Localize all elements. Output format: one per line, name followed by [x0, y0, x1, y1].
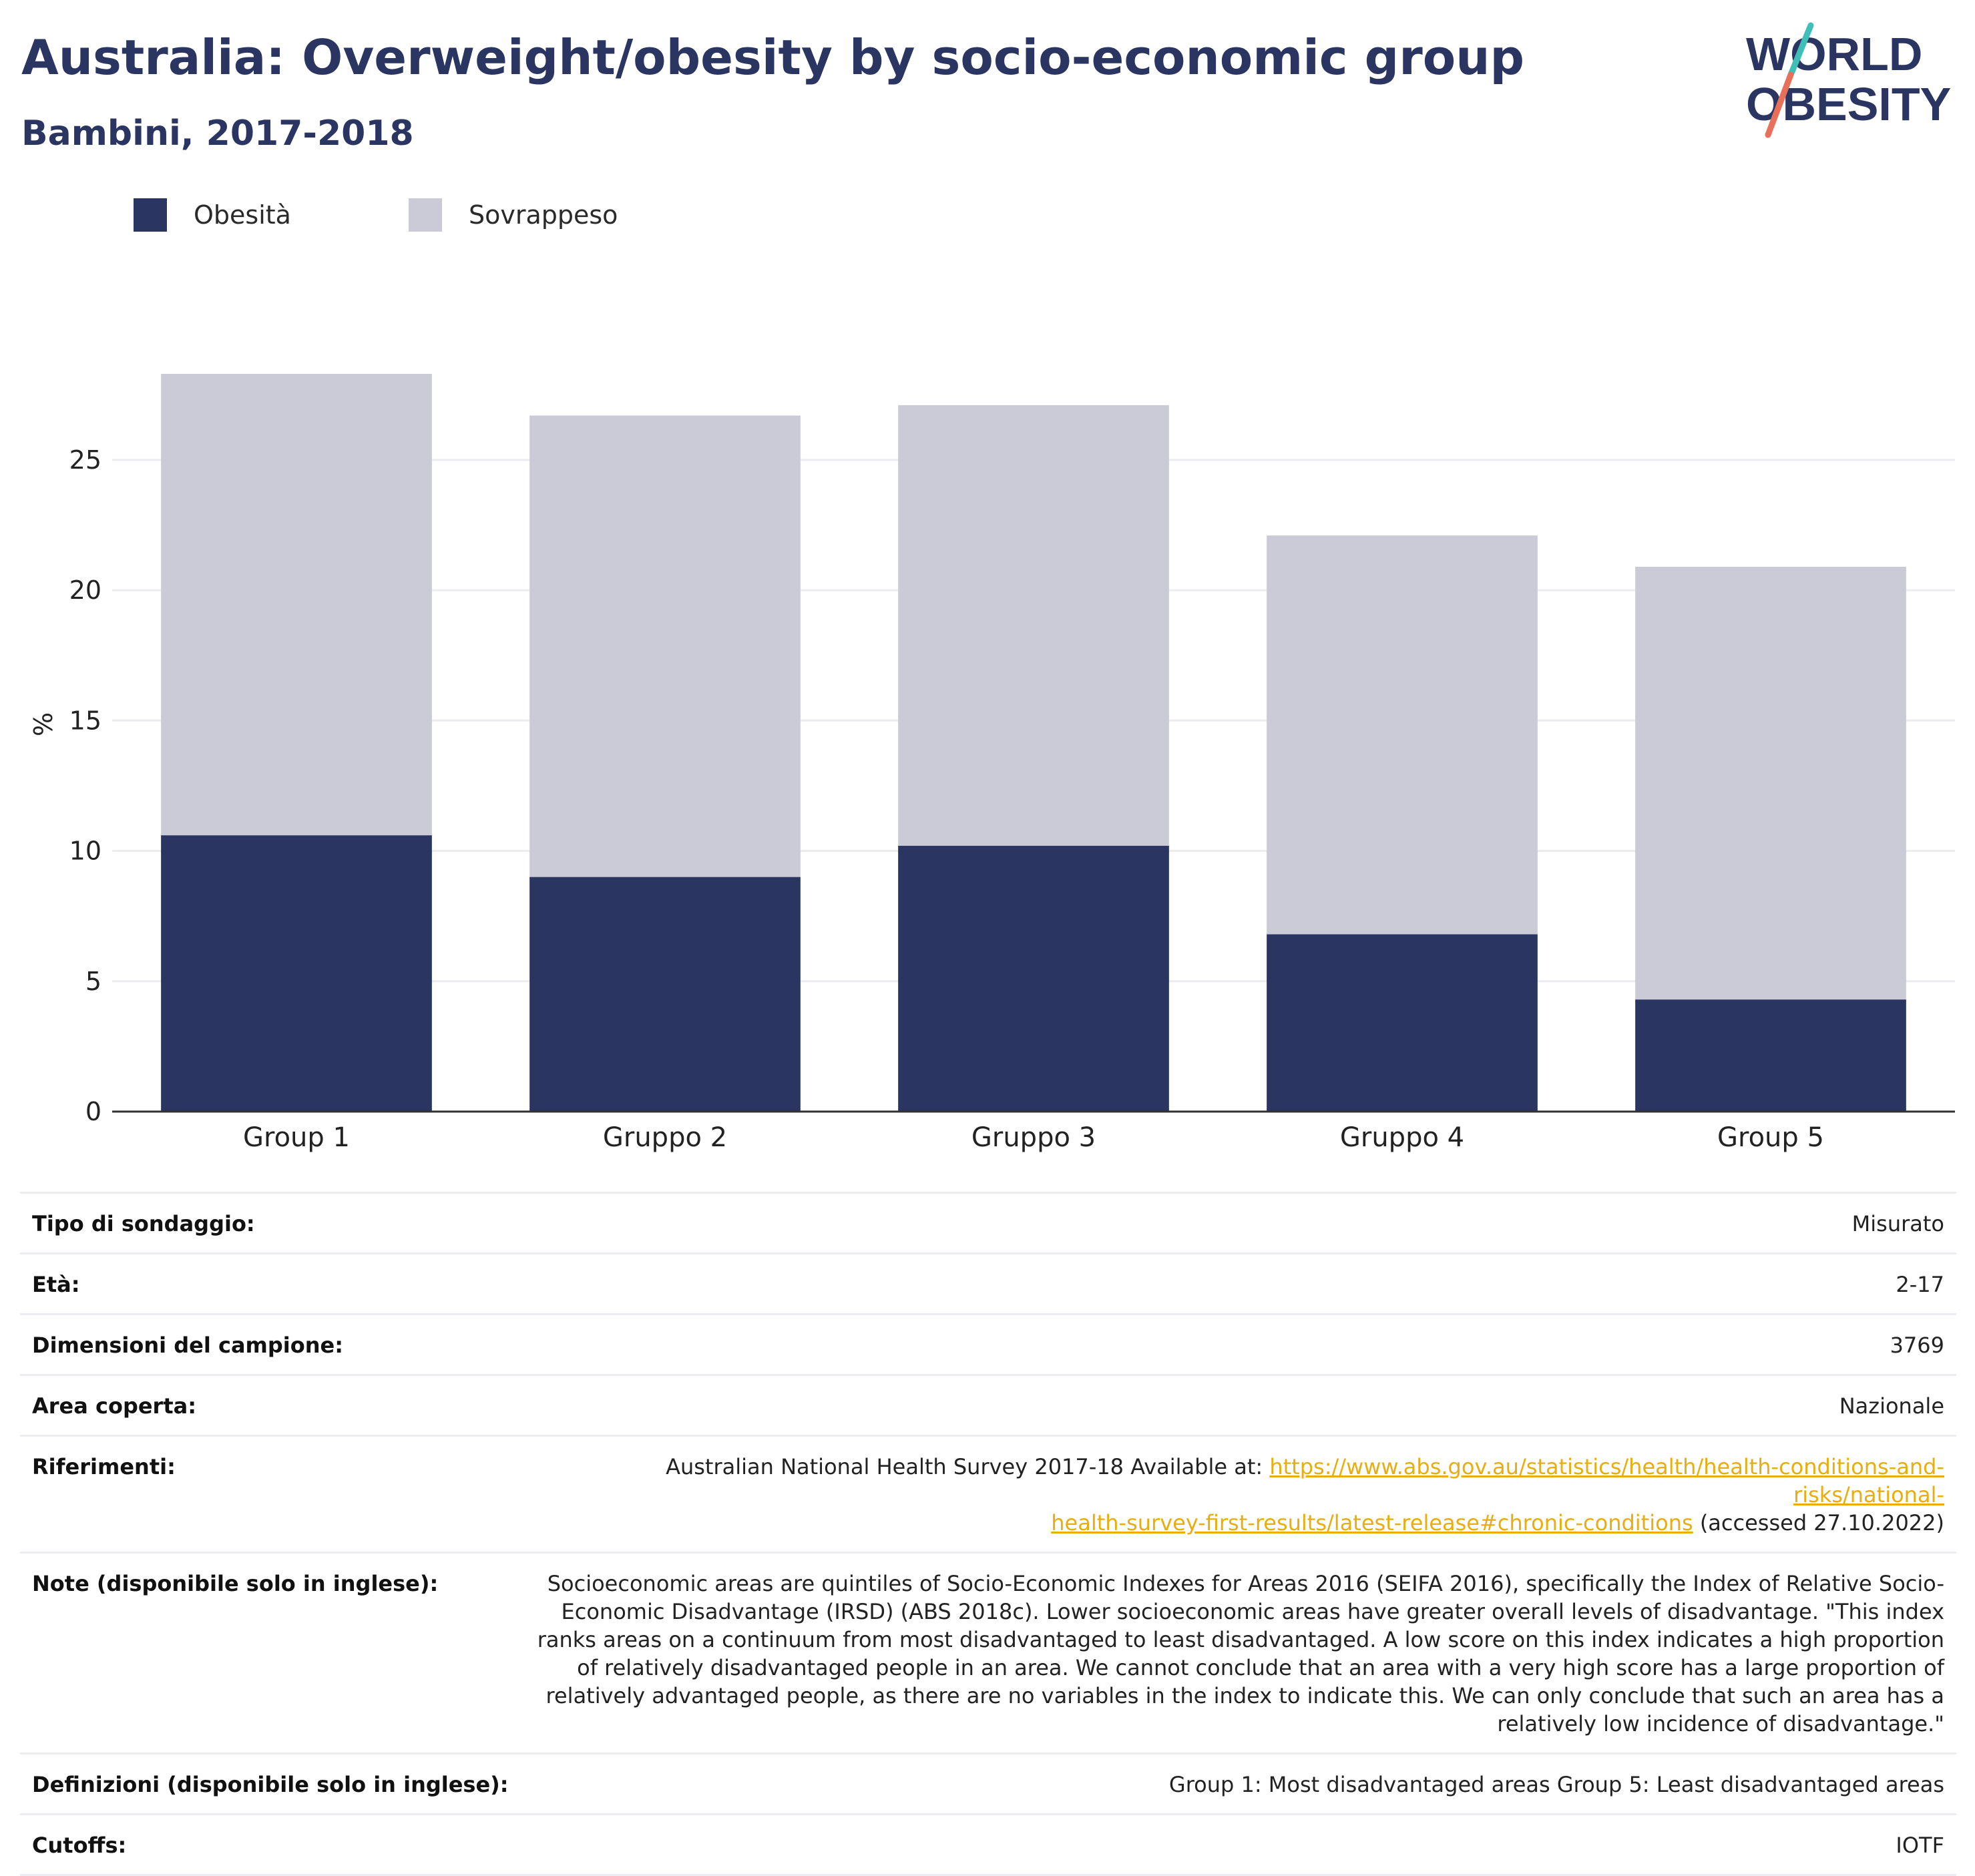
y-tick-label: 20 [69, 575, 101, 605]
x-tick-label: Group 1 [243, 1122, 350, 1153]
chart-title: Australia: Overweight/obesity by socio-e… [21, 29, 1524, 85]
y-tick-label: 10 [69, 837, 101, 866]
info-row-definitions: Definizioni (disponibile solo in inglese… [20, 1753, 1956, 1815]
reference-link-cont[interactable]: health-survey-first-results/latest-relea… [1051, 1510, 1693, 1536]
y-tick-label: 15 [69, 706, 101, 735]
info-label: Definizioni (disponibile solo in inglese… [32, 1772, 509, 1797]
logo-line-1: WORLD [1746, 28, 1922, 80]
info-row-survey-type: Tipo di sondaggio: Misurato [20, 1192, 1956, 1254]
info-label: Cutoffs: [32, 1833, 127, 1858]
legend-item-overweight[interactable]: Sovrappeso [409, 198, 618, 232]
info-label: Età: [32, 1272, 80, 1297]
reference-text: Australian National Health Survey 2017-1… [666, 1454, 1270, 1479]
legend-label-overweight: Sovrappeso [469, 200, 618, 230]
info-row-area: Area coperta: Nazionale [20, 1375, 1956, 1436]
bar-overweight[interactable] [529, 415, 801, 877]
x-tick-label: Group 5 [1717, 1122, 1824, 1153]
info-row-sample-size: Dimensioni del campione: 3769 [20, 1314, 1956, 1375]
bar-obesity[interactable] [161, 835, 432, 1112]
bar-overweight[interactable] [898, 405, 1169, 846]
info-label: Area coperta: [32, 1393, 197, 1419]
info-label: Riferimenti: [32, 1454, 176, 1479]
y-axis-label: % [29, 712, 58, 736]
chart-subtitle: Bambini, 2017-2018 [21, 113, 414, 154]
logo-teal-stroke [1787, 22, 1814, 78]
stacked-bar-chart: 0 5 10 15 20 25 Group 1 Gruppo 2 Gruppo 3 Gruppo… [29, 374, 1955, 1153]
bar-obesity[interactable] [1267, 934, 1538, 1112]
legend-swatch-overweight [409, 198, 442, 232]
info-value: Australian National Health Survey 2017-1… [521, 1436, 1956, 1553]
reference-link[interactable]: https://www.abs.gov.au/statistics/health… [1269, 1454, 1944, 1507]
bar-overweight[interactable] [1635, 566, 1906, 1000]
info-label: Dimensioni del campione: [32, 1333, 344, 1358]
info-row-references: Riferimenti: Australian National Health … [20, 1435, 1956, 1553]
info-row-age: Età: 2-17 [20, 1253, 1956, 1315]
info-value: Misurato [1851, 1211, 1944, 1236]
bar-obesity[interactable] [529, 877, 801, 1112]
x-axis-ticks: Group 1 Gruppo 2 Gruppo 3 Gruppo 4 Group 5 [243, 1122, 1824, 1153]
bar-overweight[interactable] [1267, 535, 1538, 935]
info-value: 2-17 [1896, 1272, 1944, 1297]
bar-obesity[interactable] [898, 845, 1169, 1112]
info-value: Group 1: Most disadvantaged areas Group … [1168, 1772, 1944, 1797]
x-tick-label: Gruppo 2 [603, 1122, 727, 1153]
logo-coral-stroke [1765, 71, 1794, 138]
legend-item-obesity[interactable]: Obesità [134, 198, 291, 232]
x-tick-label: Gruppo 4 [1340, 1122, 1464, 1153]
bar-obesity[interactable] [1635, 999, 1906, 1112]
info-row-cutoffs: Cutoffs: IOTF [20, 1814, 1956, 1875]
info-table: Tipo di sondaggio: Misurato Età: 2-17 Di… [20, 1192, 1956, 1876]
world-obesity-logo: WORLD OBESITY [1746, 22, 1951, 138]
bars [161, 374, 1906, 1112]
bar-overweight[interactable] [161, 374, 432, 836]
y-tick-label: 0 [85, 1097, 101, 1126]
y-tick-label: 25 [69, 445, 101, 475]
legend-swatch-obesity [134, 198, 167, 232]
info-label: Tipo di sondaggio: [32, 1211, 255, 1236]
legend-label-obesity: Obesità [194, 200, 291, 230]
info-value: Socioeconomic areas are quintiles of Soc… [537, 1571, 1944, 1736]
info-row-notes: Note (disponibile solo in inglese): Soci… [20, 1552, 1956, 1754]
x-tick-label: Gruppo 3 [971, 1122, 1096, 1153]
info-value: 3769 [1890, 1333, 1944, 1358]
reference-accessed: (accessed 27.10.2022) [1693, 1510, 1944, 1536]
info-value: IOTF [1896, 1833, 1944, 1858]
y-axis-ticks: 0 5 10 15 20 25 [69, 445, 101, 1126]
y-tick-label: 5 [85, 967, 101, 996]
info-value: Nazionale [1839, 1393, 1944, 1419]
info-label: Note (disponibile solo in inglese): [32, 1571, 439, 1596]
